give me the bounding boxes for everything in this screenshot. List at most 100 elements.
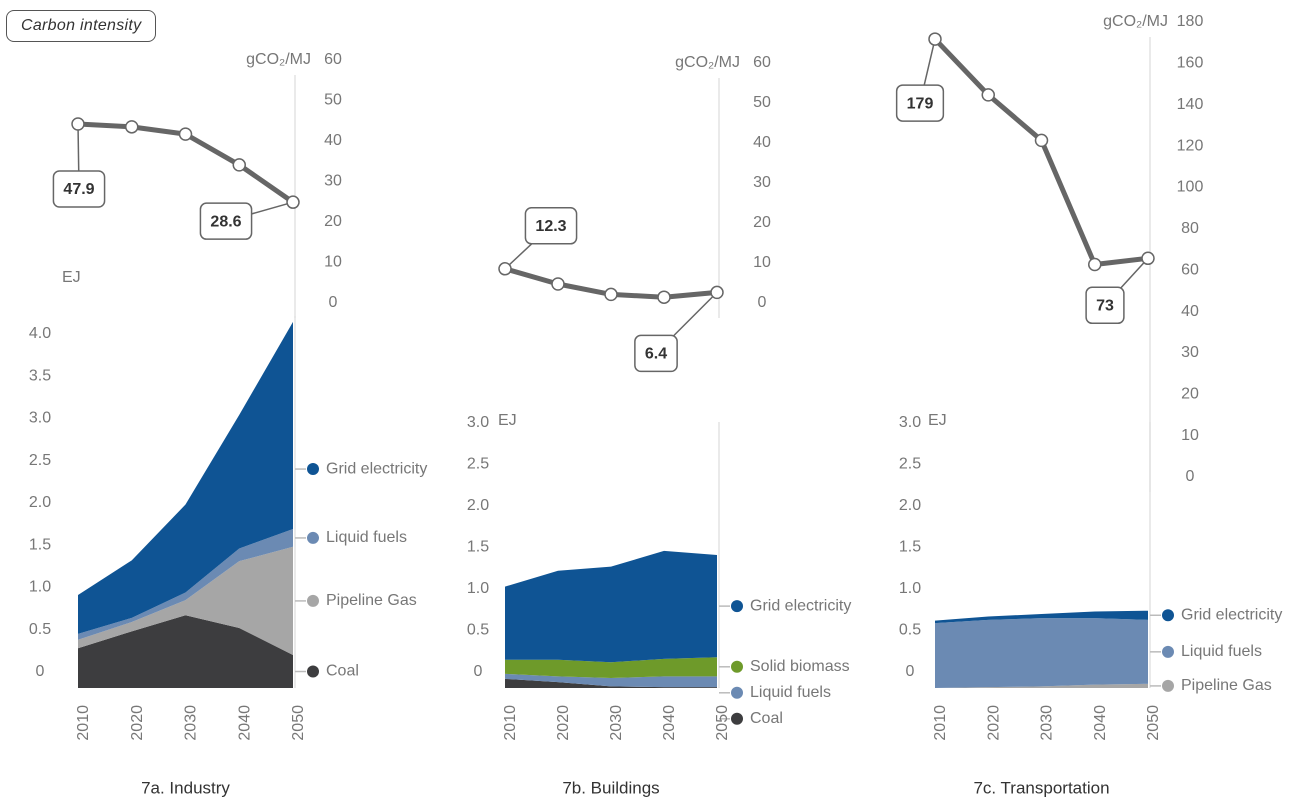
- callout: 28.6: [199, 202, 253, 240]
- x-tick-label: 2030: [183, 705, 200, 741]
- x-tick-label: 2040: [661, 705, 678, 741]
- point: [551, 277, 565, 291]
- callout-box: [634, 334, 678, 373]
- y-tick-label: 30: [753, 174, 771, 191]
- panel-title: 7a. Industry: [141, 778, 230, 797]
- y-tick-label: 60: [753, 54, 771, 71]
- y-tick-label: 2.0: [899, 497, 921, 514]
- x-tick-label: 2050: [290, 705, 307, 741]
- y-tick-label: 2.5: [29, 452, 51, 469]
- y-tick-label: 30: [324, 173, 342, 190]
- legend-label: Liquid fuels: [750, 684, 831, 701]
- area: [505, 678, 717, 688]
- y-tick-label: 160: [1177, 55, 1204, 72]
- legend-swatch: [307, 594, 319, 607]
- legend-label: Pipeline Gas: [326, 592, 417, 609]
- y-tick-label: 80: [1181, 220, 1199, 237]
- callout: 12.3: [524, 207, 578, 245]
- y-tick-label: 3.0: [899, 414, 921, 431]
- area: [78, 529, 293, 640]
- area: [505, 673, 717, 688]
- y-axis-unit: gCO₂/MJ: [675, 54, 740, 71]
- area: [935, 618, 1148, 688]
- legend-swatch: [731, 686, 743, 699]
- y-tick-label: 60: [324, 51, 342, 68]
- y-tick-label: 1.0: [467, 580, 489, 597]
- y-tick-label: 10: [753, 254, 771, 271]
- y-axis-unit: EJ: [62, 269, 81, 286]
- y-axis-unit: gCO₂/MJ: [1103, 13, 1168, 30]
- point: [178, 127, 193, 141]
- legend-label: Liquid fuels: [1181, 643, 1262, 660]
- point: [232, 158, 246, 172]
- y-tick-label: 1.0: [29, 579, 51, 596]
- panel-title: 7b. Buildings: [562, 778, 659, 797]
- callout-box: [52, 170, 106, 208]
- x-tick-label: 2010: [75, 705, 92, 741]
- point: [71, 117, 85, 131]
- legend-swatch: [731, 660, 743, 673]
- y-tick-label: 3.5: [29, 367, 51, 384]
- callout-label: 28.6: [210, 213, 241, 230]
- point: [498, 262, 512, 276]
- y-tick-label: 10: [1181, 427, 1199, 444]
- legend-swatch: [731, 712, 743, 725]
- legend-label: Grid electricity: [750, 597, 851, 614]
- callout-box: [524, 207, 578, 245]
- point: [1034, 133, 1049, 148]
- y-tick-label: 1.5: [899, 539, 921, 556]
- legend-swatch: [1162, 609, 1174, 622]
- legend-label: Coal: [326, 663, 359, 680]
- area: [78, 321, 293, 634]
- x-tick-label: 2030: [1039, 705, 1056, 741]
- y-tick-label: 0: [1186, 468, 1195, 485]
- point: [1141, 251, 1155, 266]
- y-tick-label: 40: [1181, 303, 1199, 320]
- y-tick-label: 1.0: [899, 580, 921, 597]
- y-tick-label: 140: [1177, 96, 1204, 113]
- callout: 73: [1085, 286, 1125, 325]
- callout-box: [895, 84, 945, 122]
- y-tick-label: 0: [329, 294, 338, 311]
- y-tick-label: 0: [906, 663, 915, 680]
- point: [928, 32, 942, 46]
- point: [710, 285, 724, 300]
- callout-box: [199, 202, 253, 240]
- y-tick-label: 3.0: [29, 410, 51, 427]
- y-tick-label: 0.5: [467, 622, 489, 639]
- callout: 6.4: [634, 334, 678, 373]
- callout-label: 6.4: [645, 346, 667, 363]
- x-tick-label: 2030: [608, 705, 625, 741]
- y-tick-label: 20: [753, 214, 771, 231]
- y-tick-label: 4.0: [29, 325, 51, 342]
- section-badge: Carbon intensity: [6, 10, 157, 42]
- legend-swatch: [307, 665, 319, 678]
- y-axis-unit: gCO₂/MJ: [246, 51, 311, 68]
- x-tick-label: 2040: [236, 705, 253, 741]
- legend-swatch: [307, 531, 319, 544]
- legend-label: Solid biomass: [750, 658, 850, 675]
- area: [935, 683, 1148, 688]
- y-tick-label: 1.5: [29, 536, 51, 553]
- y-tick-label: 20: [1181, 385, 1199, 402]
- area: [505, 550, 717, 663]
- x-tick-label: 2010: [932, 705, 949, 741]
- y-tick-label: 10: [324, 254, 342, 271]
- legend-label: Pipeline Gas: [1181, 677, 1272, 694]
- point: [125, 120, 139, 134]
- point: [604, 287, 618, 302]
- y-tick-label: 0: [36, 663, 45, 680]
- y-tick-label: 50: [753, 94, 771, 111]
- area: [78, 615, 293, 688]
- callout-label: 12.3: [535, 218, 566, 235]
- x-tick-label: 2020: [985, 705, 1002, 741]
- y-tick-label: 60: [1181, 261, 1199, 278]
- y-tick-label: 1.5: [467, 539, 489, 556]
- intensity-line: [933, 37, 1149, 267]
- y-tick-label: 0.5: [899, 622, 921, 639]
- legend-label: Grid electricity: [1181, 606, 1282, 623]
- y-tick-label: 2.0: [467, 497, 489, 514]
- area: [935, 610, 1148, 624]
- area: [505, 657, 717, 679]
